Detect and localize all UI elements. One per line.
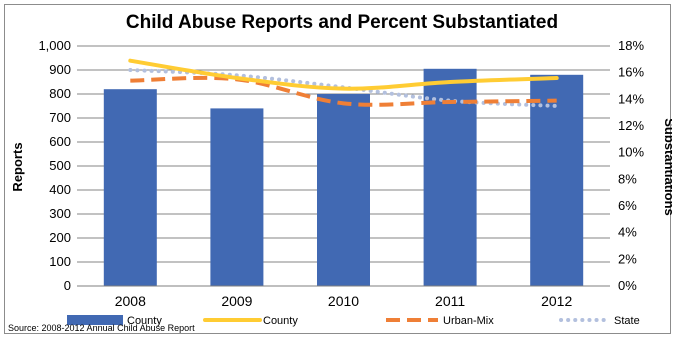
y-tick-label: 200 bbox=[49, 230, 71, 245]
y-tick-label: 700 bbox=[49, 110, 71, 125]
bar bbox=[317, 94, 370, 286]
y-tick-label: 300 bbox=[49, 206, 71, 221]
bar bbox=[210, 108, 264, 287]
bar-series bbox=[103, 68, 584, 287]
x-tick-label: 2008 bbox=[115, 293, 146, 309]
source-note: Source: 2008-2012 Annual Child Abuse Rep… bbox=[8, 323, 195, 333]
bar bbox=[530, 74, 584, 286]
line-county bbox=[128, 58, 559, 91]
legend: County County Urban-Mix State bbox=[67, 315, 640, 327]
legend-label: State bbox=[614, 315, 640, 327]
y2-tick-label: 2% bbox=[618, 251, 637, 266]
y-tick-label: 0 bbox=[64, 278, 71, 293]
y2-tick-label: 4% bbox=[618, 225, 637, 240]
x-tick-label: 2011 bbox=[435, 293, 465, 309]
legend-label: Urban-Mix bbox=[443, 315, 494, 327]
y-axis-title: Reports bbox=[10, 142, 25, 191]
y2-tick-label: 12% bbox=[618, 118, 644, 133]
y2-tick-label: 16% bbox=[618, 65, 644, 80]
y-tick-label: 800 bbox=[49, 86, 71, 101]
chart-title: Child Abuse Reports and Percent Substant… bbox=[126, 12, 558, 33]
line-series bbox=[128, 58, 559, 108]
legend-label: County bbox=[127, 315, 162, 327]
y2-tick-label: 10% bbox=[618, 145, 644, 160]
x-tick-label: 2009 bbox=[221, 293, 252, 309]
bar bbox=[423, 68, 477, 286]
x-tick-label: 2012 bbox=[541, 293, 572, 309]
y2-tick-label: 18% bbox=[618, 38, 644, 53]
legend-label: County bbox=[263, 315, 298, 327]
y-tick-label: 600 bbox=[49, 134, 71, 149]
x-axis-tick-labels: 2008 2009 2010 2011 2012 bbox=[115, 293, 573, 309]
y2-axis-title: Substantiations bbox=[662, 118, 672, 216]
y2-tick-label: 0% bbox=[618, 278, 637, 293]
y2-tick-label: 8% bbox=[618, 171, 637, 186]
y2-tick-label: 14% bbox=[618, 91, 644, 106]
x-tick-label: 2010 bbox=[328, 293, 359, 309]
y-tick-label: 100 bbox=[49, 254, 71, 269]
y-tick-label: 1,000 bbox=[38, 38, 71, 53]
y-axis-tick-labels: 0 100 200 300 400 500 600 700 800 900 1,000 bbox=[38, 38, 71, 293]
y2-axis-tick-labels: 0% 2% 4% 6% 8% 10% 12% 14% 16% 18% bbox=[618, 38, 644, 293]
y-tick-label: 400 bbox=[49, 182, 71, 197]
y-tick-label: 500 bbox=[49, 158, 71, 173]
y-tick-label: 900 bbox=[49, 62, 71, 77]
line-urban-mix bbox=[130, 75, 557, 107]
chart-frame: Child Abuse Reports and Percent Substant… bbox=[4, 4, 672, 334]
chart-svg: Child Abuse Reports and Percent Substant… bbox=[8, 12, 672, 333]
bar bbox=[103, 89, 157, 286]
legend-swatch-bar bbox=[67, 315, 123, 325]
y2-tick-label: 6% bbox=[618, 198, 637, 213]
